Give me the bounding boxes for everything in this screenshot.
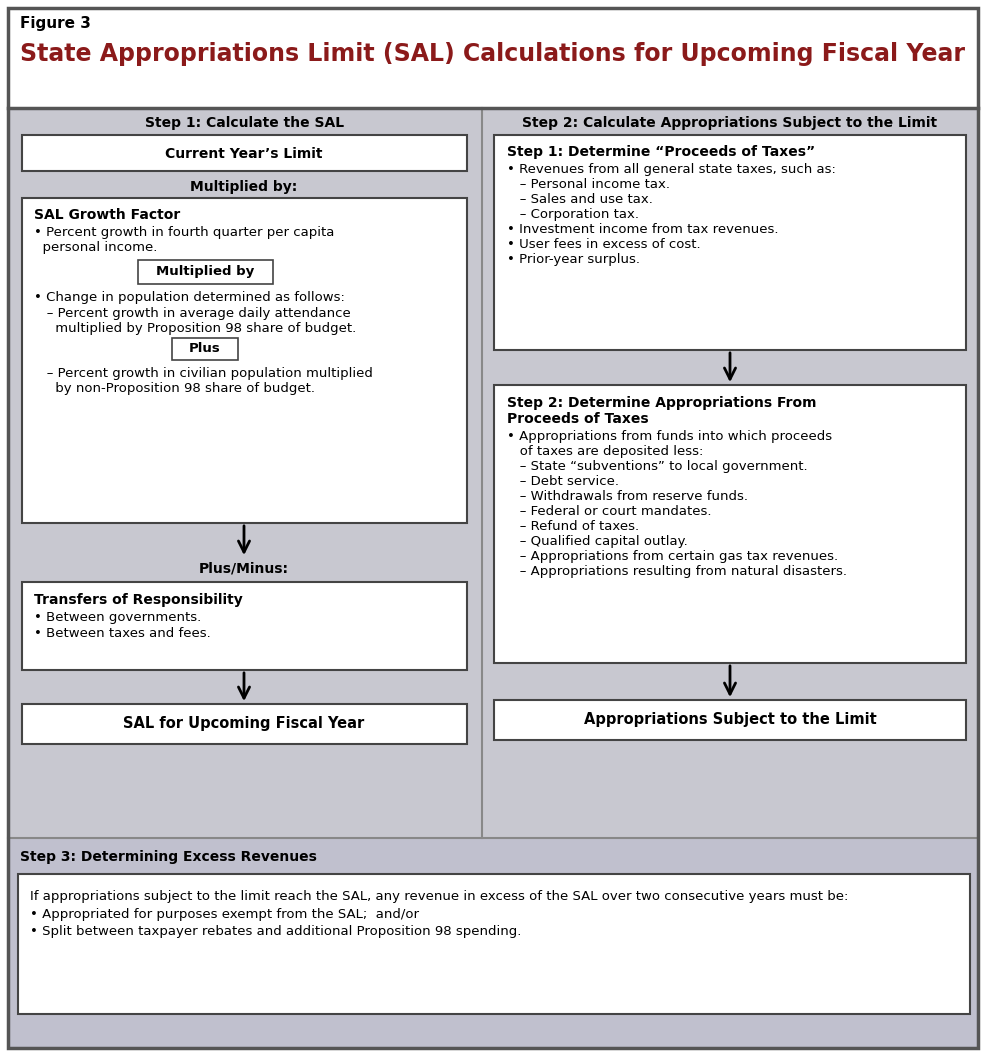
Text: Step 2: Calculate Appropriations Subject to the Limit: Step 2: Calculate Appropriations Subject…	[523, 116, 938, 130]
Bar	[138, 260, 273, 284]
Bar	[22, 135, 467, 171]
Text: – Percent growth in civilian population multiplied: – Percent growth in civilian population …	[34, 367, 373, 380]
Bar	[22, 582, 467, 670]
Text: Step 1: Calculate the SAL: Step 1: Calculate the SAL	[146, 116, 344, 130]
Text: • Prior-year surplus.: • Prior-year surplus.	[507, 253, 640, 266]
Text: • Percent growth in fourth quarter per capita: • Percent growth in fourth quarter per c…	[34, 226, 334, 239]
Text: • Investment income from tax revenues.: • Investment income from tax revenues.	[507, 223, 779, 235]
Text: Step 1: Determine “Proceeds of Taxes”: Step 1: Determine “Proceeds of Taxes”	[507, 145, 815, 159]
Text: – Appropriations resulting from natural disasters.: – Appropriations resulting from natural …	[507, 565, 847, 578]
Text: multiplied by Proposition 98 share of budget.: multiplied by Proposition 98 share of bu…	[34, 322, 356, 335]
Text: of taxes are deposited less:: of taxes are deposited less:	[507, 445, 703, 458]
Text: • Appropriated for purposes exempt from the SAL;  and/or: • Appropriated for purposes exempt from …	[30, 908, 419, 921]
Bar	[22, 704, 467, 744]
Text: Figure 3: Figure 3	[20, 16, 91, 31]
Text: – Corporation tax.: – Corporation tax.	[507, 208, 639, 221]
Text: – Percent growth in average daily attendance: – Percent growth in average daily attend…	[34, 307, 351, 320]
Text: Plus: Plus	[189, 342, 221, 355]
Text: Step 2: Determine Appropriations From: Step 2: Determine Appropriations From	[507, 396, 816, 410]
Text: – Debt service.: – Debt service.	[507, 475, 619, 488]
Text: • Appropriations from funds into which proceeds: • Appropriations from funds into which p…	[507, 430, 832, 444]
Bar	[172, 338, 238, 360]
Text: • Revenues from all general state taxes, such as:: • Revenues from all general state taxes,…	[507, 163, 836, 176]
Text: by non-Proposition 98 share of budget.: by non-Proposition 98 share of budget.	[34, 382, 315, 395]
Text: – State “subventions” to local government.: – State “subventions” to local governmen…	[507, 460, 808, 473]
Bar	[494, 385, 966, 663]
Text: • Change in population determined as follows:: • Change in population determined as fol…	[34, 291, 345, 304]
Text: Multiplied by: Multiplied by	[156, 265, 254, 278]
Bar	[494, 135, 966, 350]
Text: • Between governments.: • Between governments.	[34, 611, 201, 624]
Text: State Appropriations Limit (SAL) Calculations for Upcoming Fiscal Year: State Appropriations Limit (SAL) Calcula…	[20, 42, 965, 65]
Text: personal income.: personal income.	[34, 241, 158, 254]
Bar	[18, 874, 970, 1014]
Text: Proceeds of Taxes: Proceeds of Taxes	[507, 412, 649, 426]
Text: – Federal or court mandates.: – Federal or court mandates.	[507, 505, 712, 518]
Text: Appropriations Subject to the Limit: Appropriations Subject to the Limit	[584, 712, 877, 727]
Bar	[8, 108, 978, 838]
Text: – Sales and use tax.: – Sales and use tax.	[507, 193, 653, 206]
Text: – Qualified capital outlay.: – Qualified capital outlay.	[507, 535, 688, 548]
Text: SAL for Upcoming Fiscal Year: SAL for Upcoming Fiscal Year	[123, 716, 365, 731]
Text: • User fees in excess of cost.: • User fees in excess of cost.	[507, 238, 701, 251]
Text: • Split between taxpayer rebates and additional Proposition 98 spending.: • Split between taxpayer rebates and add…	[30, 925, 522, 938]
Text: Current Year’s Limit: Current Year’s Limit	[166, 147, 322, 161]
Bar	[494, 700, 966, 740]
Text: • Between taxes and fees.: • Between taxes and fees.	[34, 627, 211, 640]
Text: Multiplied by:: Multiplied by:	[190, 180, 298, 194]
Text: – Appropriations from certain gas tax revenues.: – Appropriations from certain gas tax re…	[507, 550, 838, 563]
Text: – Refund of taxes.: – Refund of taxes.	[507, 520, 639, 533]
Bar	[8, 838, 978, 1048]
Text: Step 3: Determining Excess Revenues: Step 3: Determining Excess Revenues	[20, 850, 317, 864]
Bar	[22, 199, 467, 523]
Bar	[8, 8, 978, 108]
Text: If appropriations subject to the limit reach the SAL, any revenue in excess of t: If appropriations subject to the limit r…	[30, 890, 848, 903]
Text: Transfers of Responsibility: Transfers of Responsibility	[34, 593, 243, 607]
Text: – Personal income tax.: – Personal income tax.	[507, 178, 670, 191]
Text: Plus/Minus:: Plus/Minus:	[199, 562, 289, 576]
Text: SAL Growth Factor: SAL Growth Factor	[34, 208, 180, 222]
Text: – Withdrawals from reserve funds.: – Withdrawals from reserve funds.	[507, 490, 748, 503]
